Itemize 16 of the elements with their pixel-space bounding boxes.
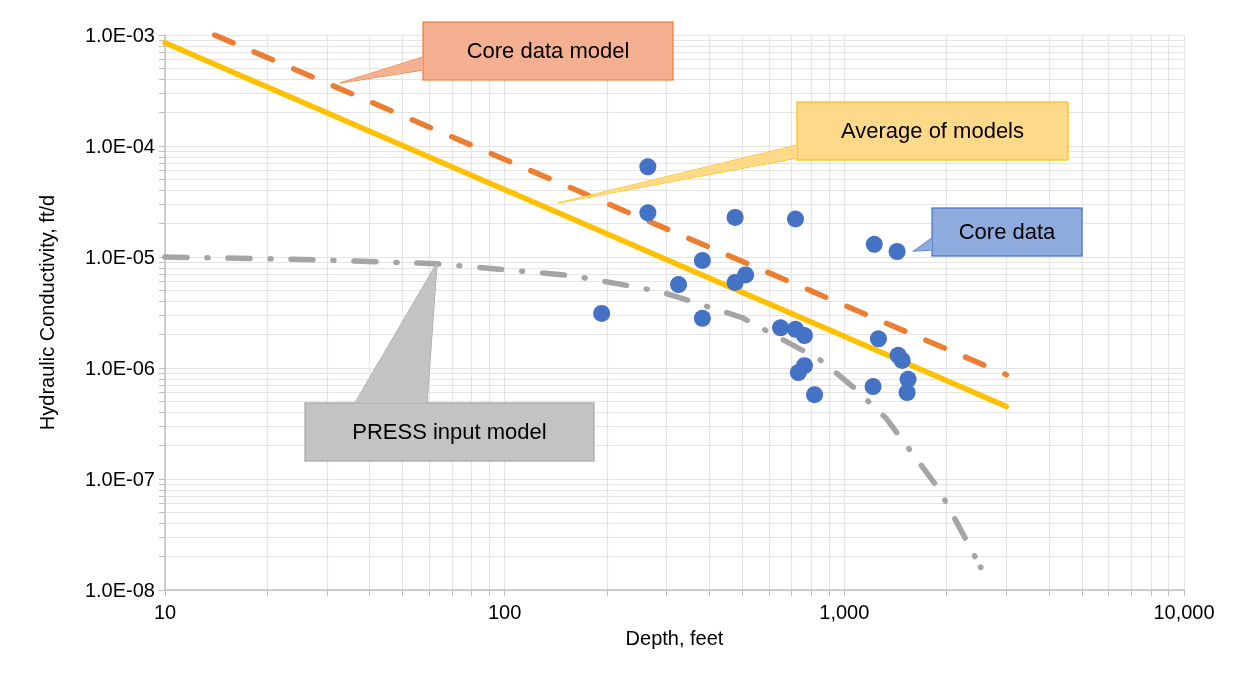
text: Average of models <box>840 118 1025 144</box>
x-axis-title: Depth, feet <box>625 627 724 649</box>
y-tick-label: 1.0E-05 <box>84 246 155 268</box>
y-tick-label: 1.0E-08 <box>84 579 155 601</box>
x-tick-label: 100 <box>487 601 522 623</box>
y-tick-label: 1.0E-06 <box>84 357 155 379</box>
text: Core data <box>958 219 1056 245</box>
x-tick-label: 10,000 <box>1153 601 1215 623</box>
y-tick-label: 1.0E-03 <box>84 24 155 46</box>
y-axis-title: Hydraulic Conductivity, ft/d <box>36 194 58 431</box>
text: PRESS input model <box>352 419 547 445</box>
x-tick-label: 1,000 <box>819 601 870 623</box>
y-tick-label: 1.0E-04 <box>84 135 155 157</box>
text: Core data model <box>466 38 630 64</box>
y-tick-label: 1.0E-07 <box>84 468 155 490</box>
x-tick-label: 10 <box>153 601 177 623</box>
